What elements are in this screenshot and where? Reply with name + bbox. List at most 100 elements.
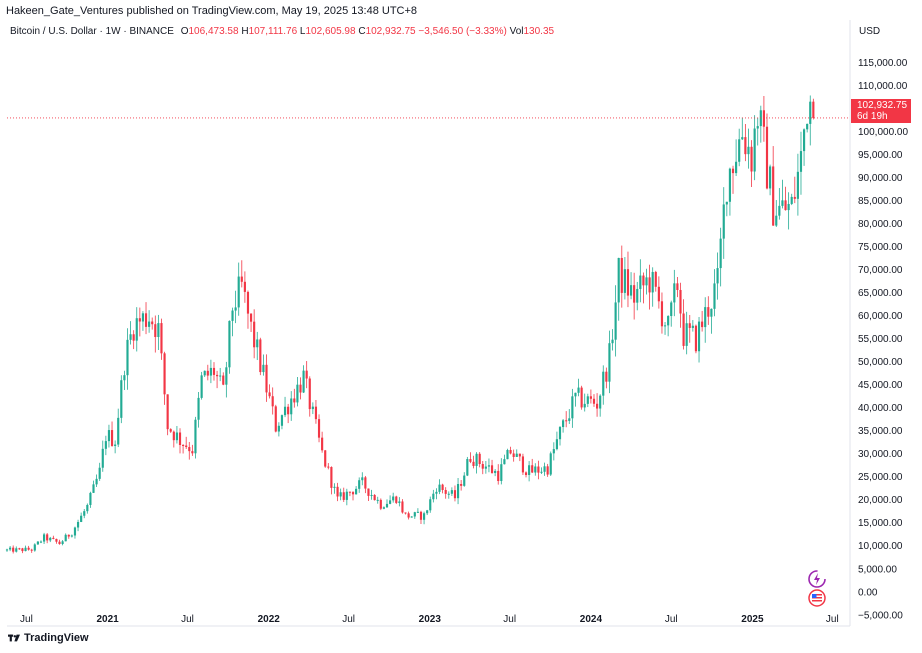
candle-body [18,548,21,550]
candle-body [302,370,305,393]
high-label: H [241,26,249,37]
time-axis: Jul 2021 Jul 2022 Jul 2023 Jul 2024 Jul 2025 Jul [20,614,839,625]
candle [305,361,308,389]
candle-body [200,375,203,398]
candle [673,269,676,317]
volume-label: Vol [509,26,524,37]
candle-body [321,437,324,451]
candle [237,262,240,316]
candle-body [453,490,457,499]
candle-body [614,302,617,340]
candle [126,328,129,390]
candle-body [382,507,385,509]
price-tick-label: 70,000.00 [858,265,903,276]
candle-body [290,398,293,415]
candle [314,400,318,424]
candle [663,321,667,335]
candle [30,548,33,553]
candle [58,539,61,545]
low-label: L [299,26,306,37]
candle-body [772,166,775,226]
candle [453,485,457,502]
candle-body [738,139,741,162]
tradingview-logo-icon [8,634,20,642]
candle-body [710,308,713,317]
candle-body [107,430,111,442]
candle [302,365,305,394]
candle [197,391,200,428]
candle-body [651,271,654,293]
currency-label[interactable]: USD [859,26,881,37]
candle [481,460,484,475]
candle-body [274,406,277,432]
candle [175,425,178,444]
candle [809,95,812,146]
tradingview-footer[interactable]: TradingView [8,632,89,644]
symbol-name[interactable]: Bitcoin / U.S. Dollar · 1W · BINANCE [10,26,174,37]
candle-body [129,334,132,340]
candle-body [293,398,296,403]
candle [317,414,321,443]
candle [209,359,212,384]
candle-body [685,323,688,346]
candle [114,440,117,454]
candle-body [701,321,704,328]
candle [460,480,463,491]
candle [206,364,209,381]
candle-body [237,276,240,308]
last-price-value: 102,932.75 [857,100,908,111]
candle-body [617,257,620,303]
candle-body [385,503,389,508]
candle-body [21,548,24,552]
price-tick-label: 40,000.00 [858,403,903,414]
candle [435,488,438,500]
candle-body [429,499,432,511]
candle [657,276,660,309]
candle [617,257,620,321]
candle-body [447,493,450,495]
candle [691,320,694,332]
candle [503,454,506,465]
time-tick-label: Jul [503,614,516,625]
candle-body [608,343,611,382]
candle [456,478,460,505]
candle-body [648,277,651,293]
price-tick-label: 55,000.00 [858,334,903,345]
candle [311,402,314,415]
candle-body [450,490,453,494]
candle-body [361,477,364,481]
candle [568,409,571,424]
time-tick-label: Jul [20,614,33,625]
candle-body [441,484,444,490]
candle [348,491,352,497]
candle [49,536,52,543]
brand-name: TradingView [24,632,89,644]
candle-body [110,430,114,446]
candle-body [253,321,256,348]
candle-body [92,484,95,493]
candle [293,388,296,408]
candle-body [549,453,552,475]
candle [107,424,111,448]
candle [86,503,89,514]
candle [704,297,707,343]
candle [178,428,182,454]
candle-body [555,439,558,450]
change-value: −3,546.50 (−3.33%) [418,26,507,37]
price-tick-label: 60,000.00 [858,311,903,322]
price-tick-label: 95,000.00 [858,150,903,161]
candle [518,453,521,462]
lightning-icon[interactable] [808,570,826,588]
candle [438,479,441,495]
candle [200,371,203,400]
candle-body [83,511,86,516]
candle-body [351,492,355,495]
us-flag-icon[interactable] [808,589,826,607]
candle [534,463,537,476]
candle [682,299,685,350]
candle [141,311,145,331]
price-tick-label: 115,000.00 [858,58,908,69]
price-tick-label: 5,000.00 [858,564,897,575]
candle-body [744,137,747,155]
